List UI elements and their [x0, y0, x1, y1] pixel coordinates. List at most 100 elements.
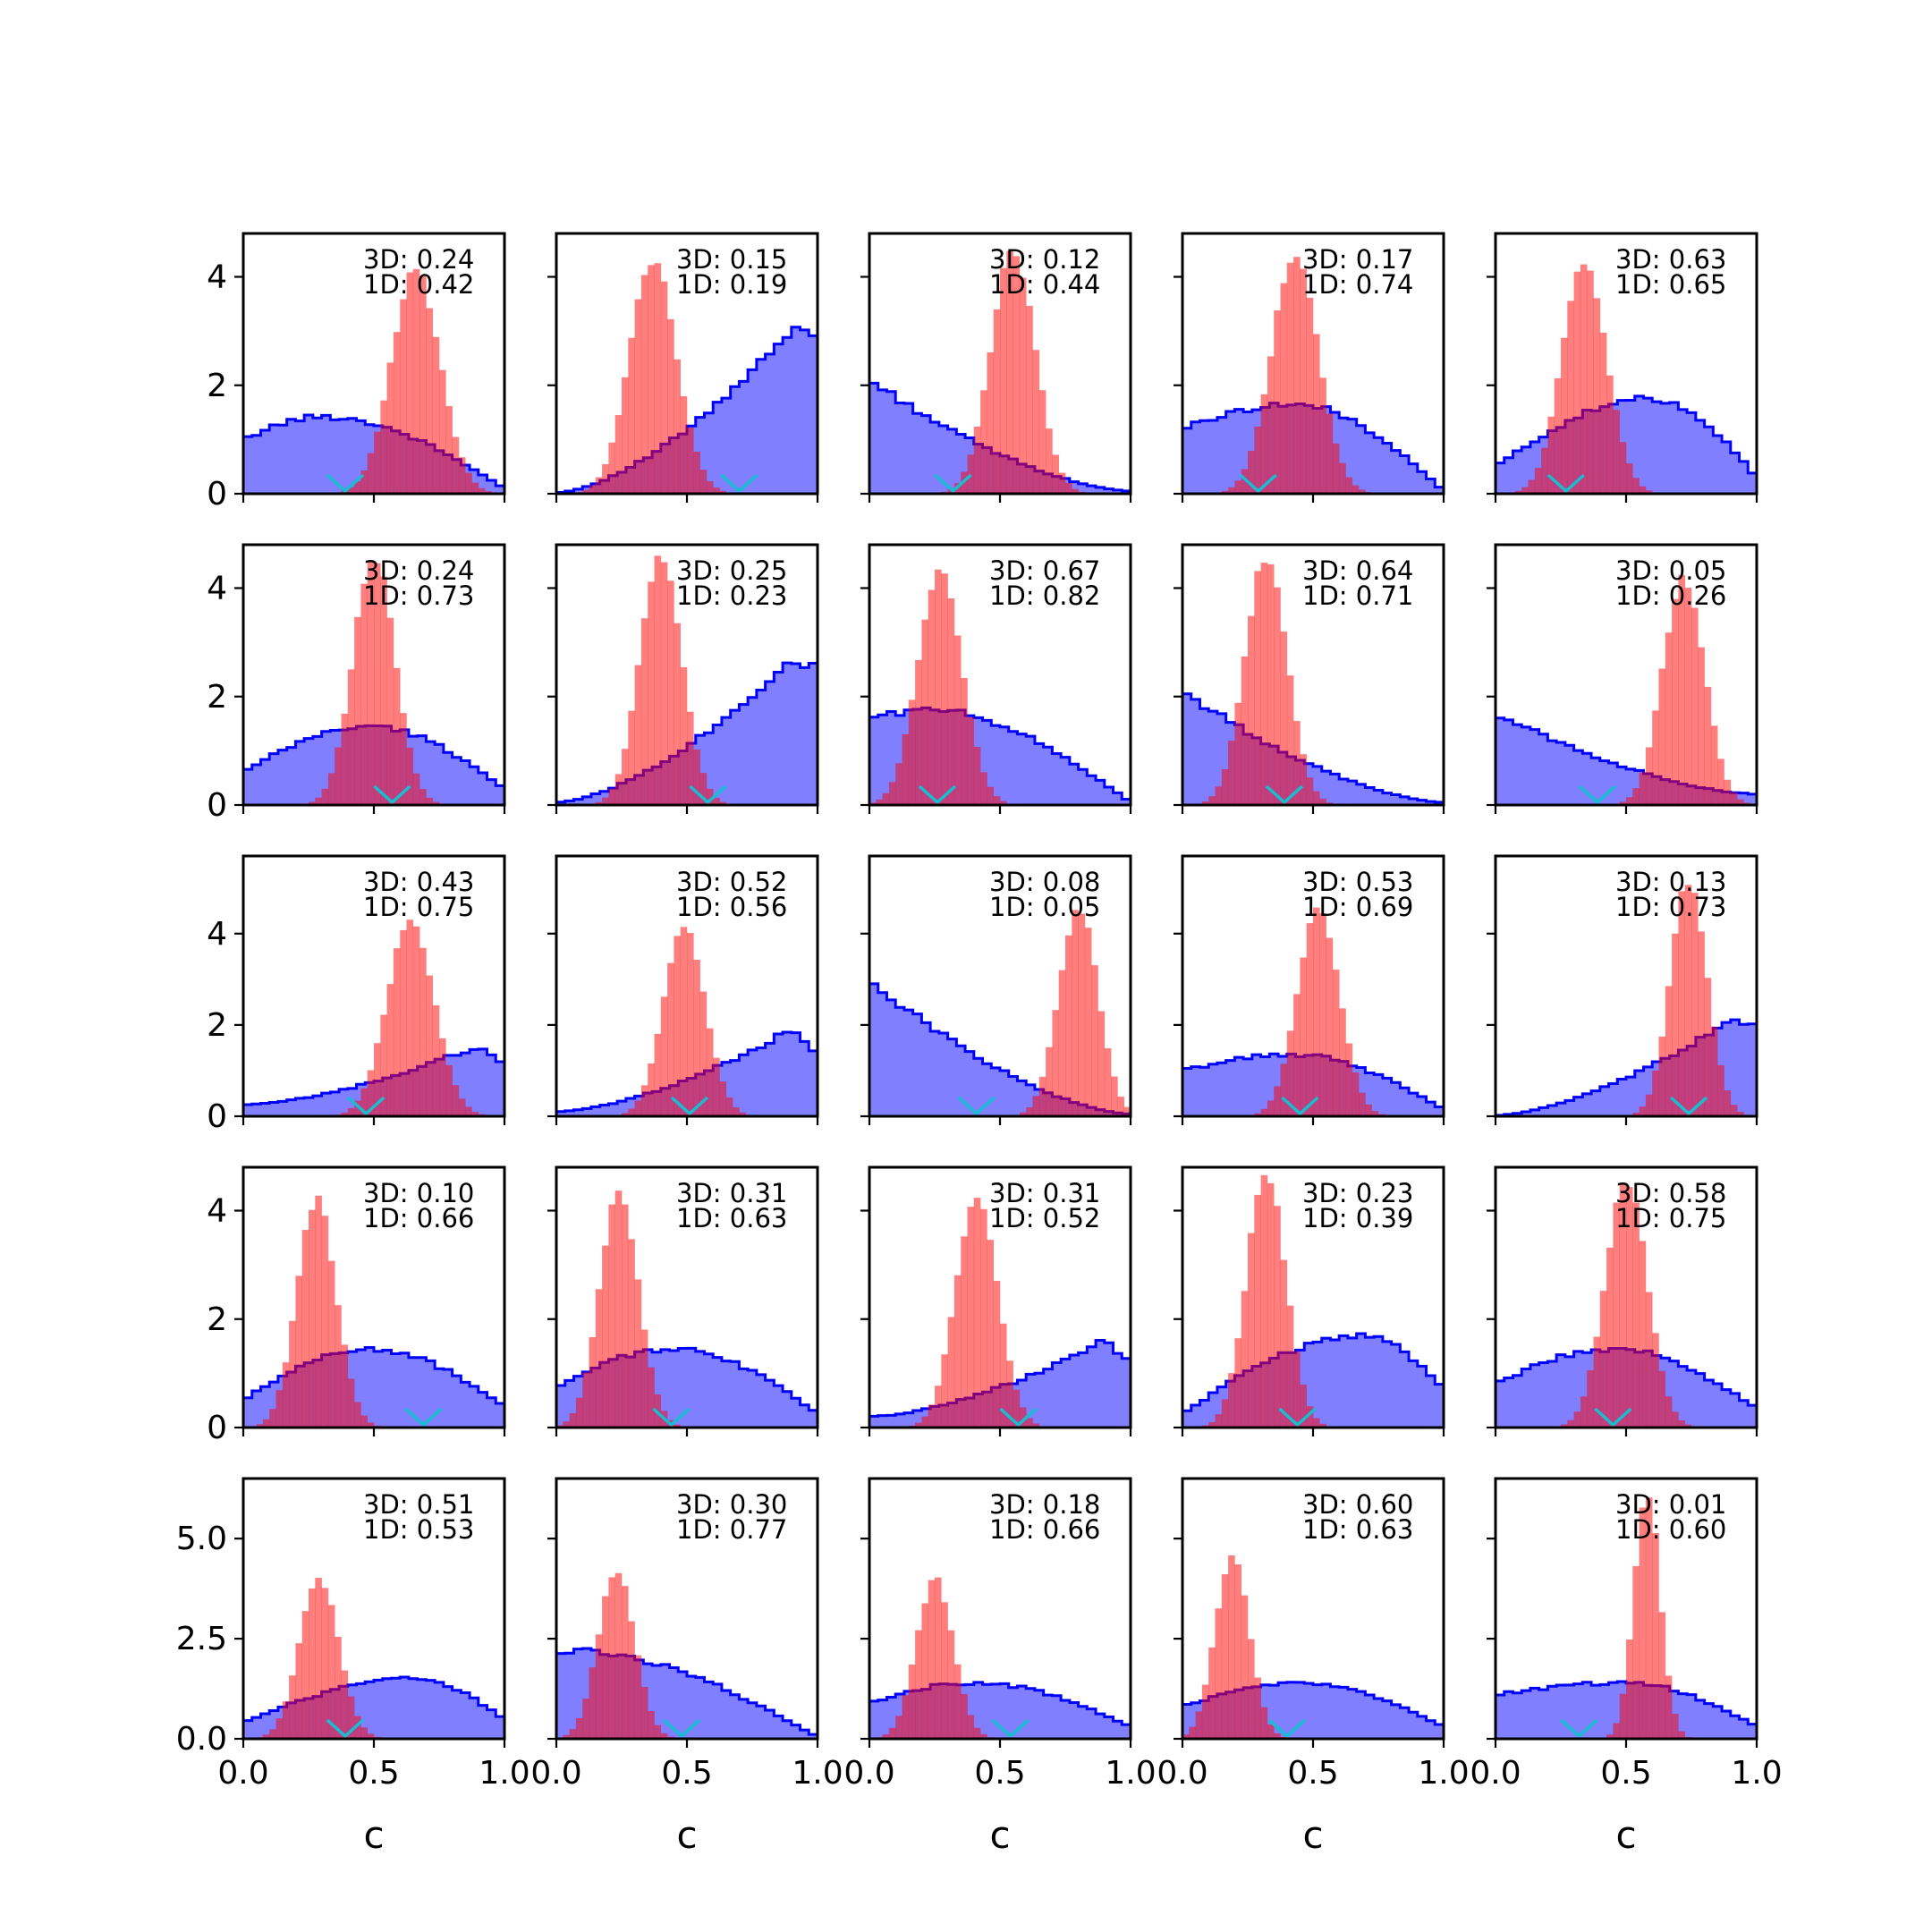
red-bar	[1234, 1564, 1241, 1739]
red-bar	[1332, 970, 1340, 1116]
red-bar	[1306, 777, 1314, 805]
red-bar	[309, 1588, 316, 1739]
cyan-v-marker	[1560, 1718, 1598, 1739]
red-bar	[654, 555, 662, 805]
annotation-3d: 3D: 0.17	[1302, 244, 1413, 275]
red-bar	[563, 1421, 570, 1428]
red-bar	[1248, 615, 1255, 805]
red-bar	[380, 576, 387, 805]
red-bar	[1052, 1010, 1059, 1116]
annotation-1d: 1D: 0.75	[1615, 1203, 1726, 1233]
red-bar	[1293, 721, 1301, 805]
red-bar	[1710, 725, 1718, 805]
red-bar	[432, 336, 440, 494]
red-bar	[374, 431, 381, 494]
red-bar	[1704, 686, 1712, 805]
red-bar	[680, 927, 688, 1116]
red-bar	[1260, 1174, 1268, 1428]
red-bar	[1619, 801, 1627, 805]
red-bar	[1189, 1726, 1196, 1739]
red-bar	[739, 1112, 746, 1116]
red-bar	[640, 618, 648, 805]
red-bar	[1267, 1182, 1275, 1428]
red-bar	[608, 442, 615, 494]
red-bar	[295, 1643, 302, 1739]
red-bar	[1274, 1086, 1281, 1116]
red-bar	[1619, 1693, 1627, 1739]
red-bar	[706, 481, 714, 494]
blue-histogram-fill	[556, 1031, 818, 1116]
y-tick-label: 4	[207, 916, 227, 953]
red-bar	[354, 1402, 361, 1428]
red-bar	[1698, 647, 1705, 805]
red-bar	[452, 436, 460, 494]
red-bar	[706, 788, 714, 805]
cyan-v-marker	[1546, 473, 1586, 494]
red-bar	[426, 797, 433, 805]
annotation-1d: 1D: 0.73	[363, 580, 474, 611]
red-bar	[687, 711, 694, 805]
red-bar	[582, 1372, 589, 1428]
red-bar	[321, 1216, 329, 1428]
red-bar	[1267, 564, 1275, 805]
red-bar	[1658, 1612, 1666, 1739]
red-bar	[660, 281, 668, 494]
red-bar	[1215, 1414, 1223, 1428]
red-bar	[1626, 797, 1633, 805]
red-bar	[380, 400, 387, 494]
red-bar	[953, 1275, 962, 1428]
annotation-3d: 3D: 0.24	[363, 244, 474, 275]
red-bar	[921, 1603, 928, 1739]
red-bar	[347, 669, 355, 805]
red-bar	[1672, 598, 1679, 805]
red-bar	[1737, 799, 1744, 805]
blue-histogram-fill	[869, 1340, 1131, 1428]
red-bar	[719, 1081, 727, 1116]
cyan-v-marker	[1669, 1096, 1708, 1116]
red-bar	[465, 1106, 472, 1116]
cyan-v-marker	[1265, 784, 1304, 805]
red-bar	[674, 623, 681, 805]
red-bar	[1286, 675, 1294, 805]
blue-histogram-outline	[1494, 394, 1758, 494]
red-bar	[1691, 607, 1699, 805]
red-bar	[327, 1605, 335, 1739]
red-bar	[1639, 1507, 1647, 1739]
red-bar	[458, 457, 466, 494]
red-bar	[1626, 463, 1633, 494]
red-bar	[973, 1727, 981, 1739]
red-bar	[667, 580, 674, 805]
cyan-v-marker	[1278, 1407, 1317, 1428]
red-bar	[1072, 488, 1079, 494]
red-bar	[1606, 375, 1614, 494]
red-bar	[465, 472, 472, 494]
annotation-1d: 1D: 0.63	[676, 1203, 787, 1233]
red-bar	[1652, 710, 1659, 805]
red-bar	[648, 1063, 655, 1116]
red-bar	[1026, 1106, 1033, 1116]
red-bar	[622, 1204, 629, 1428]
red-bar	[327, 1260, 335, 1428]
red-bar	[634, 665, 642, 805]
red-bar	[1626, 1640, 1633, 1739]
red-bar	[321, 788, 329, 805]
red-bar	[354, 1100, 361, 1116]
red-bar	[1580, 1396, 1588, 1428]
red-bar	[1260, 563, 1268, 805]
red-bar	[1639, 1106, 1647, 1116]
red-bar	[1274, 310, 1281, 494]
red-bar	[1254, 1677, 1261, 1739]
red-bar	[602, 797, 609, 805]
red-bar	[1632, 1566, 1640, 1739]
red-bar	[575, 1717, 583, 1739]
red-bar	[902, 733, 910, 805]
red-bar	[1665, 1675, 1673, 1739]
red-bar	[1293, 994, 1301, 1116]
x-axis-label: c	[1615, 1813, 1636, 1857]
y-tick-label: 0.0	[176, 1721, 227, 1758]
red-bar	[1274, 587, 1281, 805]
x-axis-label: c	[1302, 1813, 1323, 1857]
